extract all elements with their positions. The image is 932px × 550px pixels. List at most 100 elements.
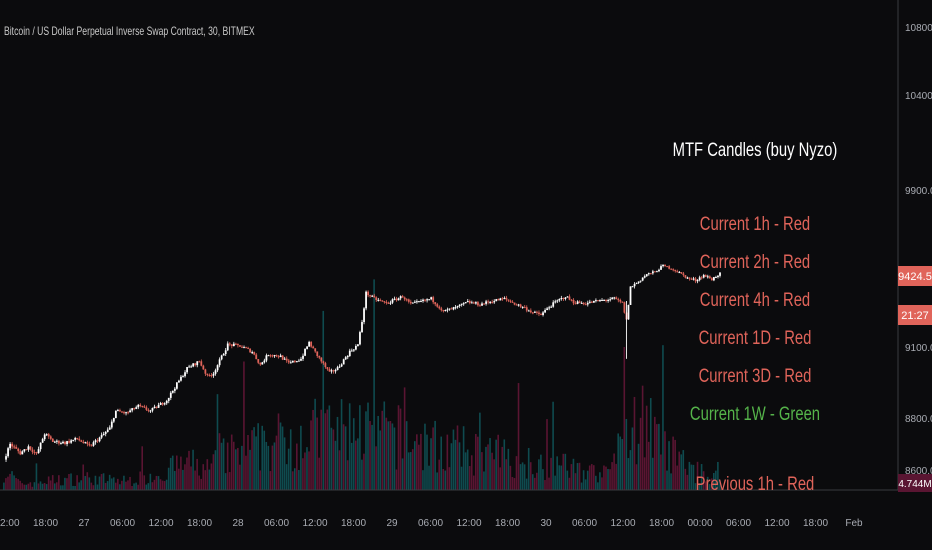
candle-body	[33, 452, 36, 454]
volume-bar	[324, 413, 327, 490]
volume-bar	[344, 426, 347, 490]
candle-body	[330, 370, 333, 372]
volume-bar	[611, 462, 613, 490]
volume-bar	[255, 436, 257, 490]
volume-bar	[27, 483, 30, 490]
candle-body	[287, 360, 290, 363]
volume-bar	[123, 475, 125, 490]
volume-bar	[367, 402, 369, 490]
candle-body	[595, 300, 597, 302]
candle-body	[253, 352, 256, 355]
volume-bar	[175, 455, 178, 490]
time-axis[interactable]: 12:00 18:00 27 06:00 12:00 18:00 28 06:00 12:00 1…	[0, 518, 863, 529]
volume-bar	[86, 472, 89, 490]
volume-bar	[615, 463, 617, 490]
candle-body	[202, 365, 205, 370]
candle-body	[121, 411, 123, 413]
volume-bar	[249, 449, 251, 490]
candle-body	[180, 376, 182, 381]
candle-body	[165, 400, 168, 404]
candle-body	[365, 291, 367, 309]
volume-bar	[619, 436, 622, 490]
time-tick-label: 18:00	[33, 518, 58, 529]
candle-body	[326, 367, 329, 370]
volume-bar	[375, 446, 377, 490]
candle-body	[627, 304, 630, 320]
candle-body	[237, 343, 239, 346]
candle-body	[464, 302, 467, 304]
volume-bar	[509, 465, 512, 490]
volume-bar	[208, 469, 211, 490]
candle-body	[338, 366, 341, 368]
price-tick-label: 9900.0	[905, 186, 932, 197]
volume-bar	[220, 442, 223, 490]
candle-body	[507, 299, 510, 301]
volume-bar	[466, 449, 469, 490]
volume-bar	[483, 471, 485, 490]
volume-bar	[70, 473, 72, 490]
volume-bar	[649, 398, 652, 490]
volume-bar	[62, 485, 64, 490]
candle-body	[672, 269, 675, 271]
candle-body	[393, 298, 396, 300]
candle-body	[285, 358, 288, 361]
candle-body	[80, 440, 83, 442]
candle-body	[68, 441, 70, 443]
volume-bar	[660, 454, 662, 490]
volume-bar	[470, 455, 473, 490]
candle-body	[350, 350, 353, 352]
volume-bar	[393, 427, 396, 490]
indicator-title: MTF Candles (buy Nyzo)	[672, 140, 838, 161]
candle-body	[440, 308, 443, 311]
volume-bar	[590, 464, 593, 490]
candle-body	[635, 282, 638, 284]
volume-bar	[566, 470, 569, 490]
candle-body	[306, 346, 308, 349]
volume-bar	[666, 470, 668, 490]
volume-bar	[493, 459, 495, 490]
candle-body	[82, 441, 85, 443]
volume-bar	[289, 429, 292, 490]
volume-bar	[485, 446, 487, 490]
volume-bar	[379, 430, 382, 490]
volume-bar	[548, 477, 550, 490]
countdown-badge	[898, 305, 932, 325]
candle-body	[633, 283, 636, 287]
candle-body	[359, 332, 361, 345]
candle-body	[702, 275, 705, 278]
volume-bar	[173, 470, 176, 490]
volume-bar	[651, 457, 654, 490]
candle-body	[397, 298, 400, 301]
candle-body	[511, 301, 514, 303]
candle-body	[407, 299, 410, 302]
candle-body	[300, 358, 302, 361]
candle-body	[114, 410, 117, 419]
candle-body	[680, 272, 683, 274]
volume-bar	[204, 470, 207, 490]
candle-body	[658, 269, 660, 272]
candle-body	[485, 301, 487, 304]
candle-body	[322, 361, 325, 364]
volume-bar	[125, 481, 127, 490]
candle-body	[192, 363, 195, 367]
candle-body	[470, 302, 473, 304]
volume-bar	[312, 409, 314, 490]
candle-body	[586, 302, 589, 305]
row-current-4h: Current 4h - Red	[699, 290, 811, 311]
volume-bar	[475, 433, 477, 490]
candle-body	[230, 344, 233, 347]
candle-body	[226, 343, 229, 351]
candle-body	[143, 406, 146, 408]
volume-bar	[643, 457, 646, 490]
volume-bar	[234, 449, 237, 490]
candle-body	[239, 345, 241, 347]
volume-bar	[210, 463, 213, 490]
candle-body	[529, 310, 532, 313]
candle-body	[316, 351, 319, 357]
volume-bar	[674, 439, 676, 490]
candle-body	[686, 277, 689, 279]
volume-bar	[133, 483, 135, 490]
volume-bar	[658, 423, 660, 490]
row-current-1d: Current 1D - Red	[698, 328, 812, 349]
